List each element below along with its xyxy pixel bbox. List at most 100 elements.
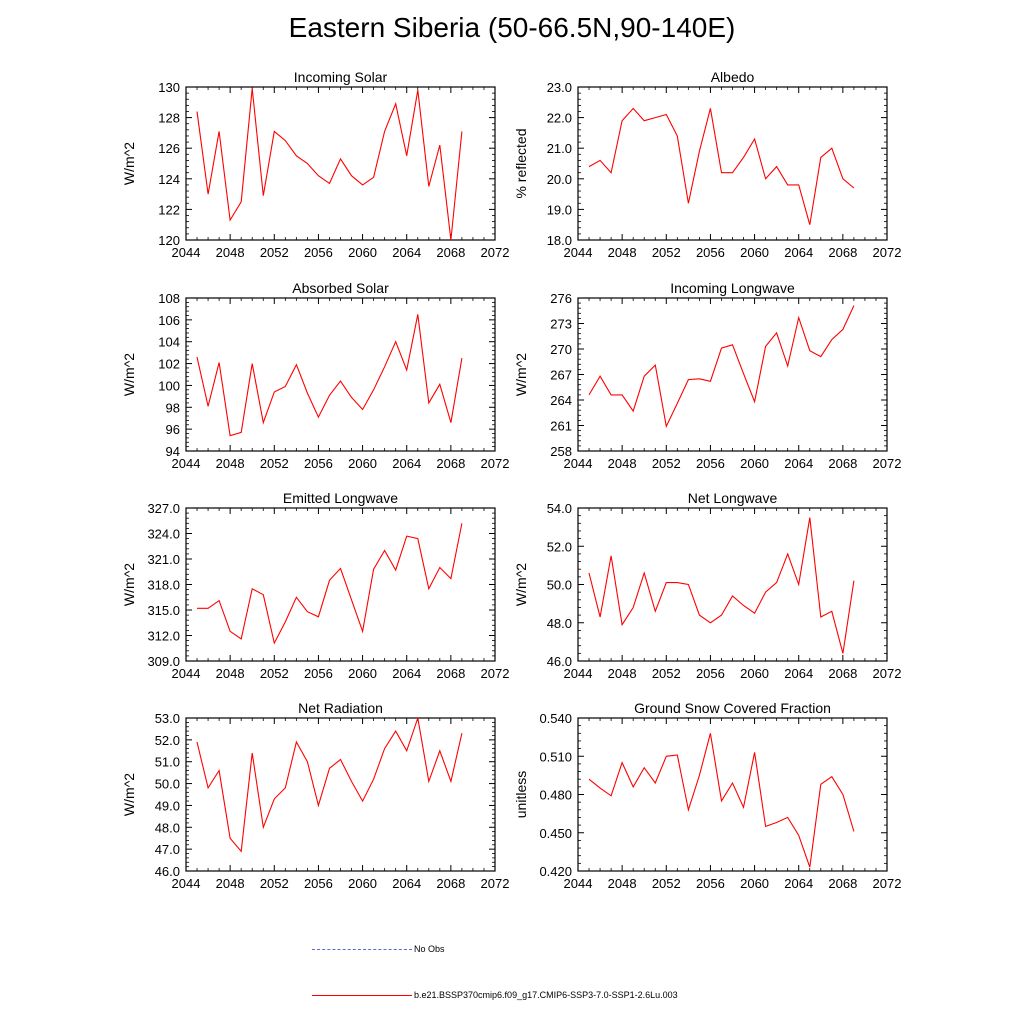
y-tick-label: 54.0 [547,501,572,516]
y-axis-label: unitless [513,771,529,818]
x-tick-label: 2064 [392,876,421,891]
x-tick-label: 2044 [564,666,593,681]
x-tick-label: 2064 [392,456,421,471]
y-tick-label: 0.540 [539,711,572,726]
x-tick-label: 2060 [348,876,377,891]
y-tick-label: 100 [158,378,180,393]
y-axis-label: W/m^2 [121,353,137,396]
panel-net-longwave: Net Longwave 2044 2048 2052 2056 2060 2064 2068… [513,490,901,681]
y-tick-label: 46.0 [155,864,180,879]
y-tick-label: 130 [158,80,180,95]
y-tick-label: 104 [158,335,180,350]
x-tick-label: 2072 [481,456,510,471]
y-axis-label: % reflected [513,128,529,198]
x-tick-label: 2072 [873,666,902,681]
x-tick-label: 2052 [260,876,289,891]
y-tick-label: 52.0 [155,733,180,748]
x-tick-label: 2056 [304,876,333,891]
x-tick-label: 2044 [564,245,593,260]
y-tick-label: 50.0 [155,777,180,792]
panel-net-radiation: Net Radiation 2044 2048 2052 2056 2060 2064 206… [121,700,509,891]
y-tick-label: 106 [158,313,180,328]
x-tick-label: 2072 [481,876,510,891]
legend-line-dashed [312,949,412,950]
series-line [588,517,855,654]
y-tick-label: 52.0 [547,539,572,554]
x-tick-label: 2052 [652,666,681,681]
panel-title: Albedo [711,69,755,85]
plot-frame [577,507,888,662]
y-tick-label: 96 [166,422,180,437]
panel-incoming-solar: Incoming Solar 2044 2048 2052 2056 2060 2064 20… [121,69,509,260]
plot-frame [577,717,888,872]
panel-title: Incoming Longwave [670,280,795,296]
x-tick-label: 2064 [784,876,813,891]
series-line [588,107,855,225]
legend-label-no-obs: No Obs [414,944,445,954]
x-tick-label: 2068 [436,245,465,260]
x-tick-label: 2048 [608,245,637,260]
y-tick-label: 261 [550,419,572,434]
x-tick-label: 2064 [392,666,421,681]
y-axis-label: W/m^2 [513,353,529,396]
y-tick-label: 49.0 [155,798,180,813]
y-tick-label: 0.420 [539,864,572,879]
y-tick-label: 128 [158,111,180,126]
y-tick-label: 327.0 [147,501,180,516]
y-tick-label: 102 [158,357,180,372]
y-tick-label: 51.0 [155,755,180,770]
y-tick-label: 126 [158,141,180,156]
y-axis-label: W/m^2 [121,142,137,185]
y-tick-label: 120 [158,233,180,248]
x-tick-label: 2072 [481,245,510,260]
y-tick-label: 309.0 [147,654,180,669]
x-tick-label: 2048 [216,456,245,471]
y-tick-label: 258 [550,444,572,459]
x-tick-label: 2064 [392,245,421,260]
x-tick-label: 2052 [260,456,289,471]
x-tick-label: 2044 [564,456,593,471]
y-tick-label: 46.0 [547,654,572,669]
x-tick-label: 2068 [828,876,857,891]
y-tick-label: 273 [550,317,572,332]
x-tick-label: 2052 [260,245,289,260]
y-tick-label: 50.0 [547,578,572,593]
series-line [197,523,463,645]
x-tick-label: 2048 [608,876,637,891]
x-tick-label: 2072 [873,245,902,260]
y-tick-label: 21.0 [547,141,572,156]
series-line [196,314,463,437]
y-tick-label: 122 [158,202,180,217]
x-tick-label: 2056 [304,245,333,260]
y-tick-label: 19.0 [547,202,572,217]
y-tick-label: 0.480 [539,788,572,803]
plot-frame [185,297,496,452]
x-tick-label: 2048 [216,666,245,681]
y-tick-label: 321.0 [147,552,180,567]
x-tick-label: 2072 [481,666,510,681]
series-line [196,717,463,853]
x-tick-label: 2056 [696,245,725,260]
y-tick-label: 124 [158,172,180,187]
y-tick-label: 267 [550,368,572,383]
y-axis-label: W/m^2 [121,563,137,606]
x-tick-label: 2048 [608,456,637,471]
x-tick-label: 2068 [828,666,857,681]
x-tick-label: 2060 [348,666,377,681]
y-tick-label: 264 [550,393,572,408]
x-tick-label: 2048 [216,876,245,891]
x-tick-label: 2048 [608,666,637,681]
panel-title: Incoming Solar [294,69,388,85]
x-tick-label: 2060 [348,245,377,260]
y-axis-label: W/m^2 [121,773,137,816]
y-tick-label: 324.0 [147,527,180,542]
y-tick-label: 20.0 [547,172,572,187]
x-tick-label: 2052 [652,456,681,471]
panel-title: Emitted Longwave [283,490,398,506]
panel-absorbed-solar: Absorbed Solar 2044 2048 2052 2056 2060 2064 20… [121,280,509,471]
y-tick-label: 108 [158,291,180,306]
y-tick-label: 48.0 [155,820,180,835]
legend-label-model-run: b.e21.BSSP370cmip6.f09_g17.CMIP6-SSP3-7.… [414,990,678,1000]
legend-line-solid [312,995,412,996]
